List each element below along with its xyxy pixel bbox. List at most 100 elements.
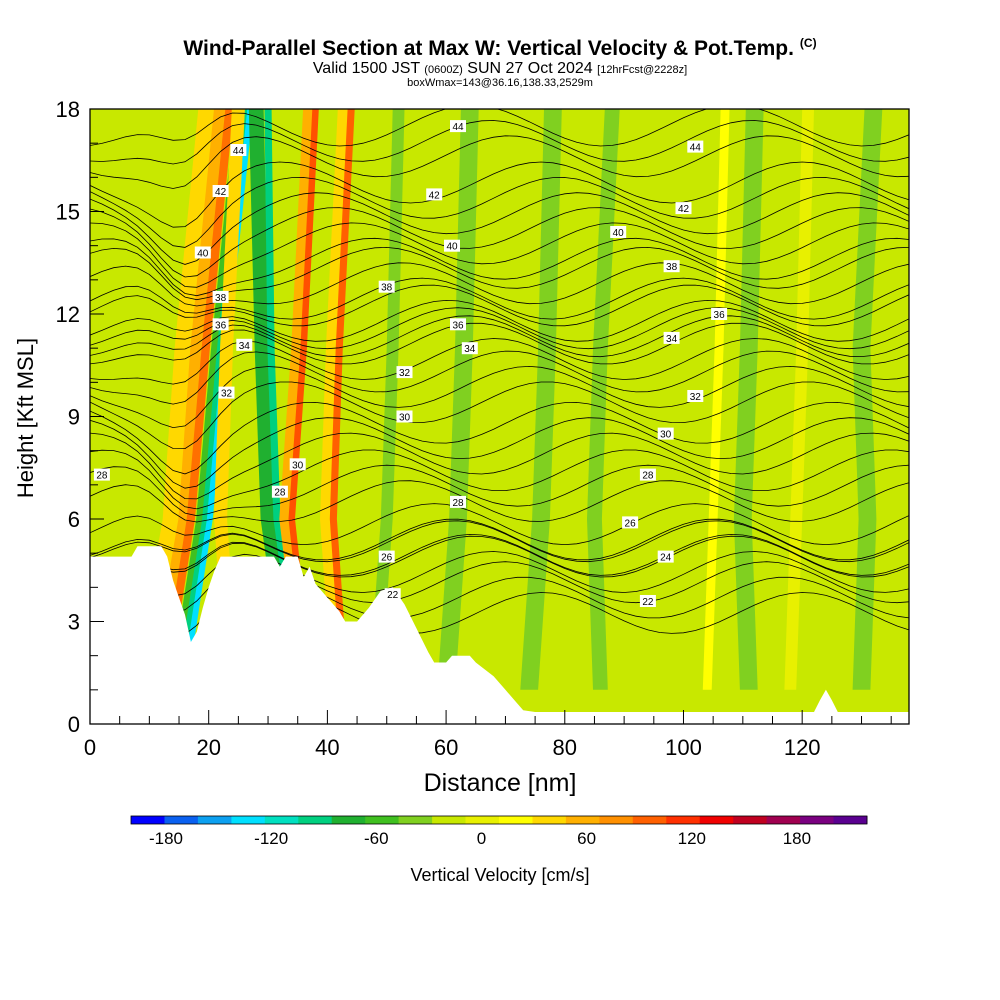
colorbar-swatch <box>465 816 500 824</box>
contour-label: 24 <box>657 550 674 564</box>
y-tick-label: 18 <box>56 97 80 122</box>
contour-label: 42 <box>212 185 229 198</box>
colorbar-swatch <box>733 816 768 824</box>
forecast-info: [12hrFcst@2228z] <box>597 64 688 76</box>
velocity-band <box>169 109 242 690</box>
colorbar-swatch <box>833 816 868 824</box>
isentrope-line <box>90 464 909 517</box>
contour-label: 34 <box>236 338 253 352</box>
isentrope-line <box>90 237 909 297</box>
contour-label-text: 32 <box>221 389 233 400</box>
contour-label-text: 22 <box>642 597 654 608</box>
isentrope-line <box>90 350 909 405</box>
contour-label-text: 26 <box>381 553 393 564</box>
contour-label-text: 36 <box>714 310 726 321</box>
contour-label-bg <box>236 338 253 351</box>
isentrope-line <box>90 365 909 429</box>
x-tick-label: 80 <box>553 735 577 760</box>
velocity-band <box>160 109 234 690</box>
contour-label: 40 <box>610 226 627 239</box>
isentrope-line <box>90 535 909 578</box>
isentrope-line <box>90 503 909 546</box>
colorbar-swatch <box>231 816 266 824</box>
contour-label: 32 <box>396 366 413 379</box>
contour-label-text: 34 <box>464 344 476 355</box>
y-axis-label: Height [Kft MSL] <box>13 338 38 498</box>
contour-label: 40 <box>444 239 460 253</box>
colorbar-swatch <box>800 816 835 824</box>
velocity-band <box>587 109 620 690</box>
colorbar-label: Vertical Velocity [cm/s] <box>410 865 589 885</box>
valid-time-line: Valid 1500 JST (0600Z) SUN 27 Oct 2024 [… <box>0 60 1000 78</box>
colorbar-swatch <box>766 816 801 824</box>
colorbar-swatch <box>331 816 366 824</box>
contour-label-bg <box>675 202 692 215</box>
velocity-band <box>784 109 814 690</box>
colorbar-swatch <box>298 816 333 824</box>
contour-label: 42 <box>426 188 443 201</box>
contour-label: 38 <box>663 260 680 273</box>
contour-label-bg <box>230 144 247 156</box>
contour-label-bg <box>212 318 229 331</box>
colorbar-swatch <box>432 816 467 824</box>
contour-label-bg <box>687 140 704 153</box>
contour-label-text: 28 <box>642 471 654 482</box>
contour-label-bg <box>711 308 728 320</box>
contour-label-text: 38 <box>215 293 227 304</box>
velocity-band <box>214 109 245 690</box>
isentrope-line <box>90 277 909 320</box>
contour-label-text: 42 <box>429 190 441 201</box>
colorbar-swatch <box>699 816 734 824</box>
contour-label-bg <box>450 120 466 133</box>
y-tick-label: 9 <box>68 405 80 430</box>
terrain-mask <box>90 546 909 724</box>
contour-label: 36 <box>450 318 466 331</box>
valid-date: SUN 27 Oct 2024 <box>467 60 593 77</box>
contour-label: 32 <box>687 390 704 403</box>
copyright-mark: (C) <box>799 36 817 50</box>
x-tick-label: 40 <box>315 735 339 760</box>
isentrope-line <box>90 299 909 342</box>
chart-title-text: Wind-Parallel Section at Max W: Vertical… <box>183 37 794 60</box>
colorbar-swatch <box>599 816 634 824</box>
contour-label: 28 <box>93 468 110 482</box>
contour-label-bg <box>378 550 395 563</box>
contour-label-text: 44 <box>233 146 245 157</box>
isentrope-line <box>90 120 909 165</box>
isentrope-line <box>90 401 909 475</box>
contour-label-bg <box>622 516 639 529</box>
contour-label-text: 34 <box>239 341 251 352</box>
contour-label-text: 44 <box>452 122 464 133</box>
contour-label-bg <box>450 495 466 508</box>
contour-label: 28 <box>450 495 466 509</box>
colorbar-tick-label: 120 <box>678 829 706 848</box>
contour-label-bg <box>687 390 704 402</box>
colorbar-swatch <box>632 816 667 824</box>
valid-time: Valid 1500 JST <box>312 60 420 77</box>
contour-label-text: 30 <box>399 413 411 424</box>
isentrope-line <box>90 432 909 500</box>
x-tick-label: 0 <box>84 735 96 760</box>
contour-label-text: 34 <box>666 334 678 345</box>
colorbar-swatch <box>131 816 165 824</box>
contour-label: 36 <box>711 308 728 321</box>
x-tick-label: 60 <box>434 735 458 760</box>
contour-label: 38 <box>212 290 229 304</box>
contour-label: 42 <box>675 202 692 215</box>
contour-label-text: 26 <box>625 518 637 529</box>
x-tick-label: 120 <box>784 735 821 760</box>
velocity-band <box>520 109 562 690</box>
colorbar-swatch <box>164 816 199 824</box>
y-tick-label: 3 <box>68 610 80 635</box>
contour-label-bg <box>450 318 466 331</box>
contour-label: 30 <box>396 410 413 424</box>
contour-label-text: 36 <box>452 320 464 331</box>
contour-label: 30 <box>289 458 306 471</box>
contour-label-text: 38 <box>381 283 393 294</box>
isentrope-line <box>90 381 909 450</box>
contour-label-text: 42 <box>678 204 690 215</box>
contour-label: 28 <box>271 485 288 499</box>
contour-label-bg <box>639 468 656 481</box>
isentrope-line <box>90 322 909 365</box>
contour-label-text: 44 <box>690 143 702 154</box>
